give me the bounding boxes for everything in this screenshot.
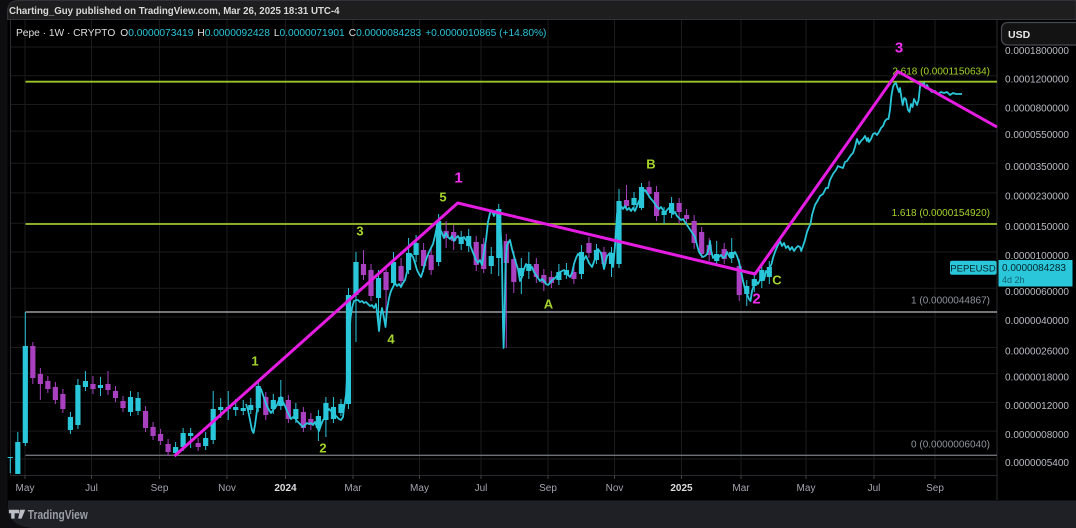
svg-text:0.0000026000: 0.0000026000 bbox=[1005, 346, 1069, 357]
svg-text:Jul: Jul bbox=[475, 483, 488, 494]
svg-text:Sep: Sep bbox=[926, 483, 944, 494]
svg-text:0.0000550000: 0.0000550000 bbox=[1005, 130, 1069, 141]
svg-text:1.618 (0.0000154920): 1.618 (0.0000154920) bbox=[892, 208, 990, 219]
svg-text:0.0000100000: 0.0000100000 bbox=[1005, 251, 1069, 262]
svg-text:Nov: Nov bbox=[606, 483, 624, 494]
svg-text:1 (0.0000044867): 1 (0.0000044867) bbox=[911, 296, 990, 307]
svg-text:Nov: Nov bbox=[218, 483, 236, 494]
svg-text:May: May bbox=[16, 483, 35, 494]
svg-text:C: C bbox=[772, 273, 782, 288]
svg-text:4: 4 bbox=[387, 332, 395, 347]
svg-text:TradingView: TradingView bbox=[28, 508, 88, 522]
svg-text:May: May bbox=[797, 483, 816, 494]
svg-text:2: 2 bbox=[319, 441, 326, 456]
svg-text:0.0000060000: 0.0000060000 bbox=[1005, 287, 1069, 298]
svg-text:2: 2 bbox=[752, 291, 760, 308]
svg-text:2024: 2024 bbox=[274, 483, 297, 494]
svg-text:Jul: Jul bbox=[868, 483, 881, 494]
svg-text:5: 5 bbox=[439, 190, 446, 205]
svg-text:Mar: Mar bbox=[344, 483, 362, 494]
svg-text:Sep: Sep bbox=[539, 483, 557, 494]
svg-text:PEPEUSD: PEPEUSD bbox=[950, 263, 996, 274]
svg-text:Sep: Sep bbox=[151, 483, 169, 494]
svg-text:1: 1 bbox=[251, 354, 258, 369]
svg-text:1: 1 bbox=[454, 170, 462, 187]
svg-text:0.0001800000: 0.0001800000 bbox=[1005, 46, 1069, 57]
svg-text:B: B bbox=[646, 157, 655, 172]
svg-text:0.0000012000: 0.0000012000 bbox=[1005, 401, 1069, 412]
svg-text:Mar: Mar bbox=[732, 483, 750, 494]
svg-text:Jul: Jul bbox=[85, 483, 98, 494]
svg-text:3: 3 bbox=[356, 224, 363, 239]
svg-text:0.0000084283: 0.0000084283 bbox=[1002, 263, 1066, 274]
svg-text:A: A bbox=[544, 297, 554, 312]
svg-text:0.0000008000: 0.0000008000 bbox=[1005, 430, 1069, 441]
svg-text:0.0000150000: 0.0000150000 bbox=[1005, 222, 1069, 233]
svg-text:0.0000040000: 0.0000040000 bbox=[1005, 316, 1069, 327]
svg-text:0 (0.0000006040): 0 (0.0000006040) bbox=[911, 440, 990, 451]
svg-text:Charting_Guy published on Trad: Charting_Guy published on TradingView.co… bbox=[9, 6, 340, 17]
svg-text:USD: USD bbox=[1008, 29, 1031, 41]
svg-text:0.0000350000: 0.0000350000 bbox=[1005, 162, 1069, 173]
svg-text:4d 2h: 4d 2h bbox=[1002, 275, 1025, 285]
svg-text:0.0000230000: 0.0000230000 bbox=[1005, 192, 1069, 203]
svg-text:0.0000018000: 0.0000018000 bbox=[1005, 372, 1069, 383]
svg-text:2025: 2025 bbox=[670, 483, 693, 494]
svg-text:3: 3 bbox=[895, 40, 903, 57]
svg-text:0.0001200000: 0.0001200000 bbox=[1005, 75, 1069, 86]
svg-text:May: May bbox=[410, 483, 429, 494]
svg-text:2.618 (0.0001150634): 2.618 (0.0001150634) bbox=[892, 67, 990, 78]
svg-text:0.0000800000: 0.0000800000 bbox=[1005, 103, 1069, 114]
svg-text:0.0000005400: 0.0000005400 bbox=[1005, 458, 1069, 469]
